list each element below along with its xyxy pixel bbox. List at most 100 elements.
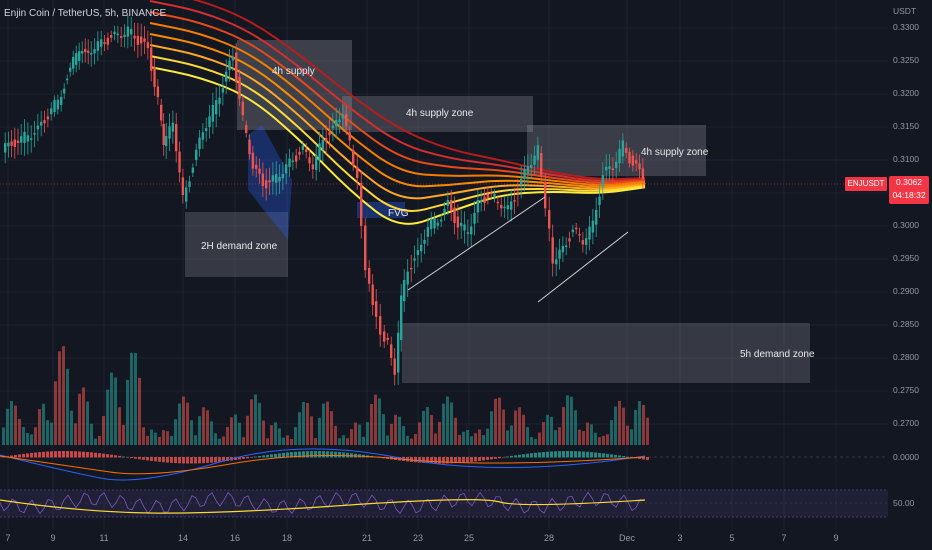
volume-bar	[374, 394, 377, 445]
candle-body	[335, 119, 338, 127]
volume-bar	[254, 394, 257, 445]
volume-bar	[318, 417, 321, 445]
candle-body	[345, 114, 348, 127]
volume-bar	[346, 438, 349, 445]
volume-bar	[638, 401, 641, 445]
candle-body	[103, 42, 106, 44]
label-4h-supply-zone-b: 4h supply zone	[641, 147, 709, 158]
volume-bar	[478, 429, 481, 445]
volume-bar	[106, 389, 109, 445]
label-4h-supply-zone-a: 4h supply zone	[406, 108, 474, 119]
candle-body	[221, 88, 225, 93]
candle-body	[638, 163, 641, 170]
volume-bar	[438, 421, 441, 445]
volume-bar	[206, 410, 209, 445]
volume-bar	[42, 403, 45, 445]
candle-body	[295, 155, 298, 162]
candle-body	[231, 56, 235, 61]
candle-body	[530, 164, 533, 168]
volume-bar	[166, 431, 169, 445]
candle-body	[368, 267, 371, 284]
candle-body	[588, 226, 591, 240]
candle-body	[298, 151, 301, 155]
candle-body	[605, 166, 608, 171]
candle-body	[66, 78, 69, 81]
trendline-2[interactable]	[537, 231, 629, 303]
volume-bar	[538, 432, 541, 445]
candle-body	[63, 88, 66, 94]
time-axis-label: Dec	[618, 533, 636, 543]
volume-bar	[110, 372, 113, 445]
volume-bar	[298, 412, 301, 445]
price-axis-label: 0.2700	[893, 418, 919, 428]
volume-bar	[22, 427, 25, 445]
candle-body	[426, 227, 430, 237]
volume-bar	[82, 387, 85, 445]
price-axis-label: 0.3150	[893, 121, 919, 131]
candle-body	[416, 250, 420, 256]
volume-bar	[38, 409, 41, 445]
volume-bar	[602, 435, 605, 445]
candle-body	[90, 53, 93, 55]
candle-body	[386, 337, 389, 341]
volume-bar	[226, 426, 229, 445]
volume-bar	[566, 395, 569, 445]
candle-body	[288, 158, 291, 168]
trendline-1[interactable]	[407, 196, 546, 291]
volume-bar	[446, 396, 449, 445]
volume-bar	[486, 428, 489, 445]
volume-bar	[302, 402, 305, 445]
candle-body	[162, 123, 165, 146]
candle-body	[84, 49, 87, 52]
price-axis-label: 0.3200	[893, 88, 919, 98]
volume-bar	[634, 409, 637, 445]
candle-body	[13, 139, 16, 147]
bar-countdown: 04:18:32	[892, 190, 926, 200]
candle-body	[430, 219, 433, 230]
candle-body	[500, 204, 503, 209]
time-axis-label: 9	[50, 533, 56, 543]
volume-bar	[262, 420, 265, 445]
volume-bar	[190, 420, 193, 445]
volume-bar	[10, 400, 13, 445]
candlesticks[interactable]	[4, 15, 645, 386]
volume-bar	[498, 397, 501, 445]
candle-body	[338, 119, 341, 123]
candle-body	[228, 60, 231, 71]
candle-body	[631, 155, 635, 166]
rsi-mid-label: 50.00	[893, 498, 915, 508]
volume-bar	[406, 435, 409, 445]
volume-bar	[474, 433, 477, 445]
price-axis-label: 0.3250	[893, 55, 919, 65]
volume-bar	[162, 430, 165, 445]
volume-bar	[646, 417, 649, 445]
candle-body	[311, 164, 315, 170]
volume-bar	[362, 436, 365, 445]
candle-body	[150, 47, 153, 71]
time-axis-label: 7	[5, 533, 11, 543]
candle-body	[571, 229, 575, 233]
candle-body	[248, 139, 251, 155]
volume-bar	[246, 415, 249, 445]
candle-body	[96, 41, 100, 51]
volume-bar	[294, 427, 297, 445]
volume-bar	[66, 368, 69, 445]
candle-body	[43, 120, 46, 124]
candle-body	[433, 218, 436, 229]
volume-bar	[62, 346, 65, 445]
candle-body	[352, 149, 355, 166]
volume-bar	[590, 424, 593, 445]
symbol-title[interactable]: Enjin Coin / TetherUS, 5h, BINANCE	[4, 8, 167, 19]
volume-bar	[402, 426, 405, 445]
volume-bar	[230, 417, 233, 445]
time-axis-label: 18	[281, 533, 293, 543]
volume-bar	[562, 407, 565, 445]
candle-body	[156, 86, 160, 98]
candle-body	[7, 142, 10, 147]
candle-body	[72, 56, 75, 69]
candle-body	[621, 140, 625, 157]
volume-bar	[462, 431, 465, 445]
candle-body	[205, 128, 208, 132]
